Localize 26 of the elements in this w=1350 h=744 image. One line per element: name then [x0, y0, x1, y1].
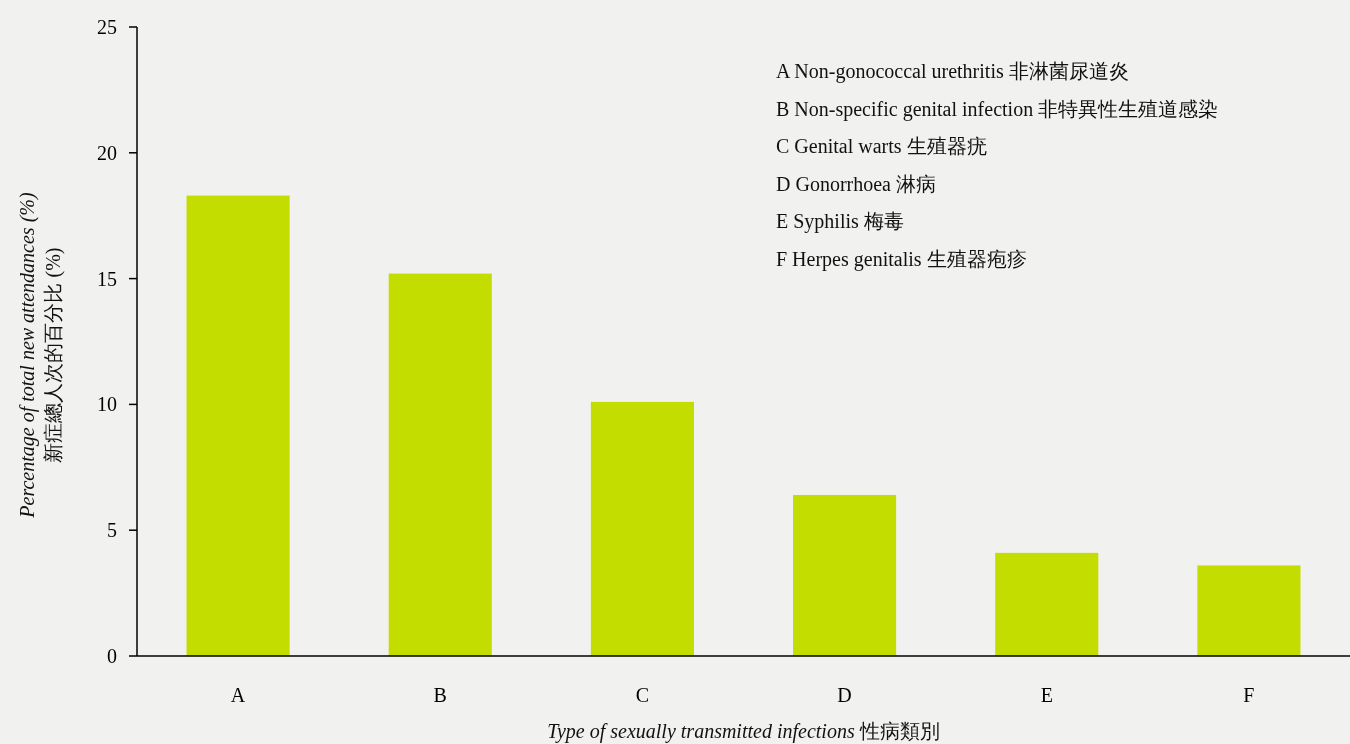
y-tick-label: 5	[107, 519, 117, 542]
y-tick-label: 20	[97, 141, 117, 164]
annotation: A Non-gonococcal urethritis 非淋菌尿道炎	[776, 59, 1129, 84]
bar	[590, 401, 694, 656]
y-tick-label: 15	[97, 267, 117, 290]
annotation: B Non-specific genital infection 非特異性生殖道感染	[776, 96, 1219, 122]
y-tick-label: 25	[97, 16, 117, 38]
y-axis-title: Percentage of total new attendances (%) 新症總人次的百分比 (%)	[15, 190, 66, 520]
x-tick-label: F	[1243, 684, 1255, 706]
y-tick-label: 0	[107, 645, 117, 667]
x-tick-label: B	[433, 684, 447, 706]
bar	[793, 494, 897, 656]
y-tick-label: 10	[97, 393, 117, 416]
x-tick-label: C	[635, 684, 650, 706]
x-tick-label: A	[230, 684, 246, 706]
bar	[1197, 565, 1301, 656]
bar	[995, 552, 1099, 656]
x-axis-title: Type of sexually transmitted infections 性病類別	[546, 719, 941, 744]
annotation: F Herpes genitalis 生殖器疱疹	[776, 246, 1027, 272]
annotation: D Gonorrhoea 淋病	[776, 171, 936, 197]
x-tick-label: E	[1040, 684, 1053, 706]
annotation: E Syphilis 梅毒	[776, 209, 904, 234]
bar	[388, 273, 492, 656]
bar	[186, 195, 290, 656]
annotation: C Genital warts 生殖器疣	[776, 134, 987, 159]
x-tick-label: D	[837, 684, 852, 706]
